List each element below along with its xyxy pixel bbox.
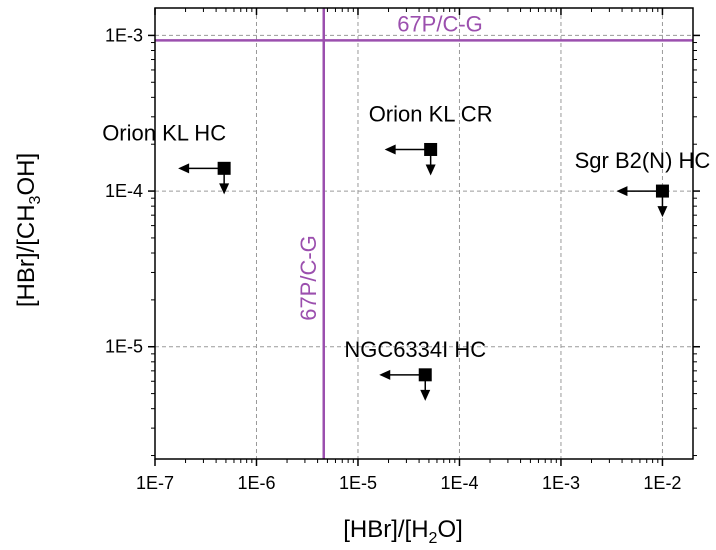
axis-ticks [148,8,700,466]
y-tick-label: 1E-5 [105,337,143,357]
data-point-group: Orion KL CR [369,101,493,176]
data-point-marker [655,184,669,198]
x-tick-label: 1E-6 [237,473,275,493]
grid [155,8,693,459]
y-axis-title: [HBr]/[CH3OH] [13,153,44,307]
data-point-group: Sgr B2(N) HC [575,148,711,218]
y-tick-label: 1E-3 [105,25,143,45]
data-point-marker [418,368,432,382]
arrowhead-left [379,369,391,380]
reference-lines: 67P/C-G 67P/C-G [155,8,693,459]
tick-labels: 1E-7 1E-6 1E-5 1E-4 1E-3 1E-2 1E-5 1E-4 1E-3 [105,25,681,493]
data-points: Orion KL HC Orion KL CR Sgr B2(N) HC NGC633… [102,101,711,401]
x-tick-label: 1E-2 [643,473,681,493]
data-point-label: Sgr B2(N) HC [575,148,711,173]
arrowhead-left [178,163,190,174]
data-point-marker [424,142,438,156]
reference-label-horizontal: 67P/C-G [397,11,483,36]
arrowhead-down [425,164,436,176]
arrowhead-left [384,144,396,155]
data-point-label: Orion KL CR [369,101,493,126]
data-point-group: NGC6334I HC [344,337,486,401]
data-point-group: Orion KL HC [102,120,231,195]
data-point-label: Orion KL HC [102,120,226,145]
plot-frame [154,7,694,460]
data-point-label: NGC6334I HC [344,337,486,362]
arrowhead-left [616,186,628,197]
x-axis-title: [HBr]/[H2O] [343,516,463,547]
y-tick-label: 1E-4 [105,181,143,201]
x-tick-label: 1E-4 [440,473,478,493]
x-tick-label: 1E-5 [339,473,377,493]
arrowhead-down [657,206,668,218]
data-point-marker [217,161,231,175]
x-tick-label: 1E-3 [542,473,580,493]
arrowhead-down [420,389,431,401]
x-tick-label: 1E-7 [136,473,174,493]
reference-label-vertical: 67P/C-G [296,235,321,321]
arrowhead-down [219,183,230,195]
